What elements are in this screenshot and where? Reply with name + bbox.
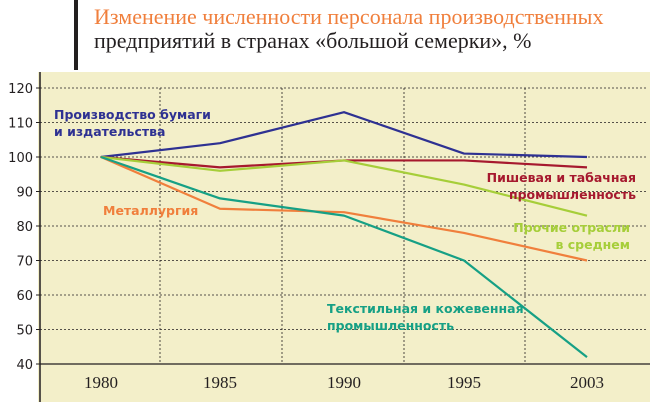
title-accent-bar bbox=[74, 0, 78, 70]
title-line-1: Изменение численности персонала производ… bbox=[94, 4, 604, 29]
plot-background bbox=[38, 72, 650, 402]
series-label-1: Пишевая и табачная bbox=[487, 170, 636, 185]
series-label-4: промышленность bbox=[327, 318, 454, 333]
ytick-label: 90 bbox=[16, 186, 33, 201]
ytick-label: 40 bbox=[16, 358, 33, 373]
xtick-label: 1995 bbox=[447, 373, 481, 392]
series-line-2 bbox=[100, 155, 588, 217]
xtick-label: 2003 bbox=[570, 373, 604, 392]
ytick-label: 70 bbox=[16, 255, 33, 270]
series-label-0: и издательства bbox=[54, 124, 165, 139]
xtick-label: 1990 bbox=[327, 373, 361, 392]
ytick-label: 110 bbox=[8, 117, 33, 132]
series-label-4: Текстильная и кожевенная bbox=[327, 301, 524, 316]
series-label-0: Производство бумаги bbox=[54, 107, 211, 122]
xtick-label: 1985 bbox=[203, 373, 237, 392]
ytick-label: 60 bbox=[16, 289, 33, 304]
ytick-label: 100 bbox=[8, 151, 33, 166]
chart-title: Изменение численности персонала производ… bbox=[40, 0, 650, 70]
title-line-2: предприятий в странах «большой семерки»,… bbox=[94, 28, 532, 53]
series-line-3 bbox=[100, 155, 588, 262]
series-line-4 bbox=[100, 155, 588, 358]
ytick-label: 50 bbox=[16, 324, 33, 339]
ytick-label: 80 bbox=[16, 220, 33, 235]
series-label-2: в среднем bbox=[555, 237, 630, 252]
series-label-2: Прочие отрасли bbox=[513, 220, 630, 235]
ytick-label: 120 bbox=[8, 82, 33, 97]
series-line-0 bbox=[100, 111, 588, 159]
xtick-label: 1980 bbox=[84, 373, 118, 392]
series-label-1: промышленность bbox=[509, 187, 636, 202]
series-label-3: Металлургия bbox=[103, 203, 198, 218]
